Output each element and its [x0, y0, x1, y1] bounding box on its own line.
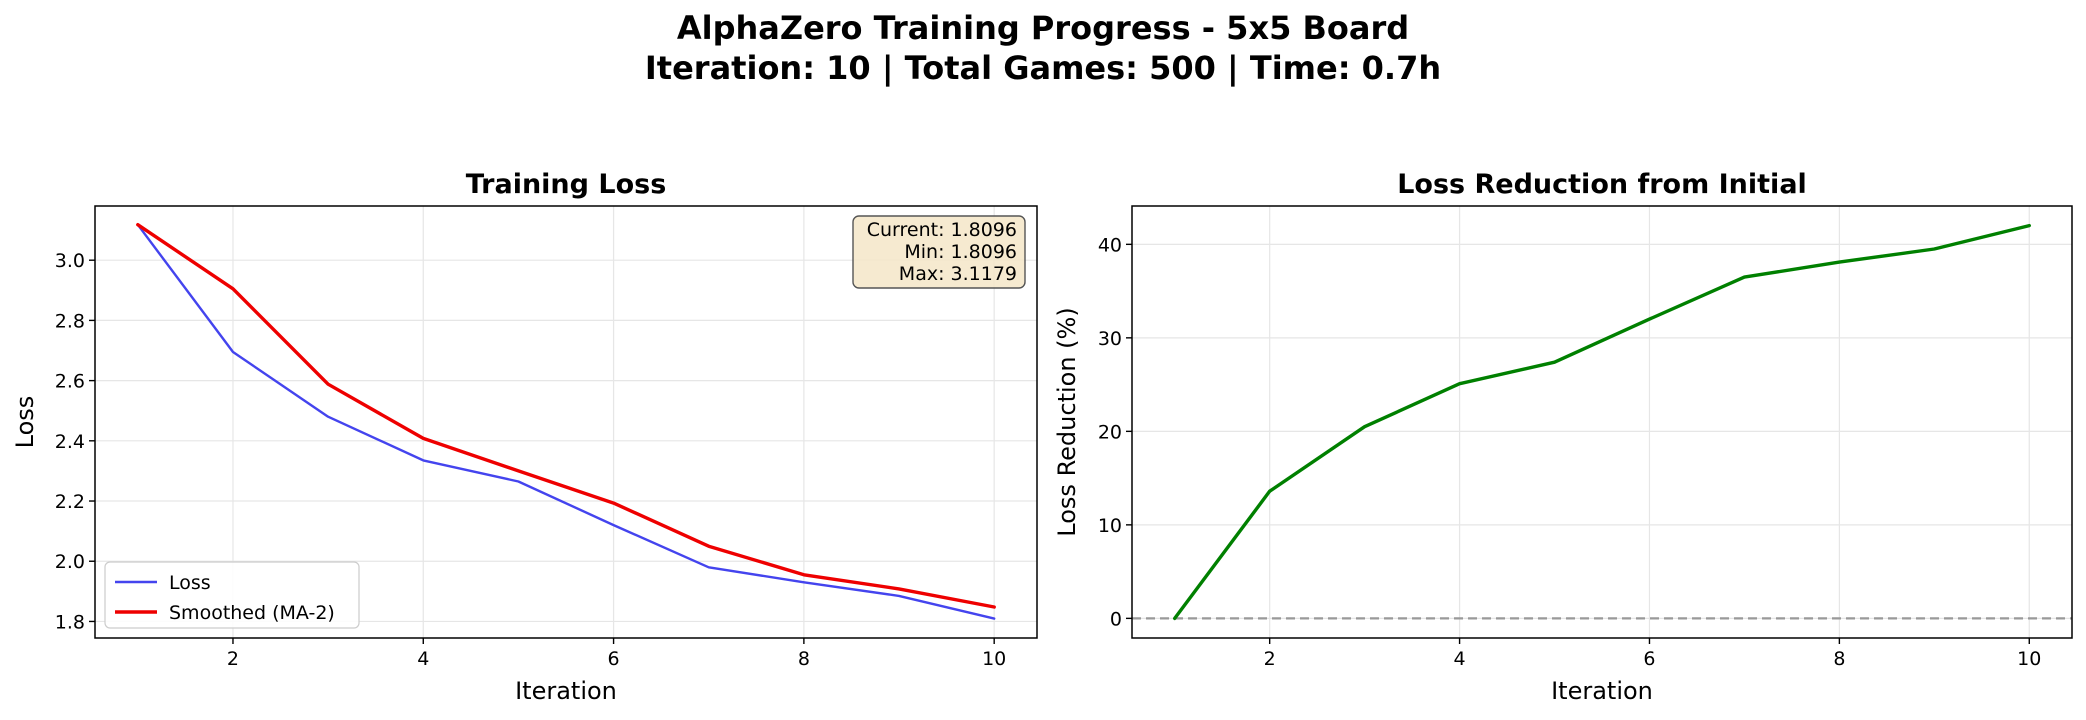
- y-tick-label: 2.6: [55, 371, 85, 393]
- x-tick-label: 8: [798, 648, 810, 670]
- x-axis-label: Iteration: [515, 677, 617, 705]
- x-tick-label: 4: [417, 648, 429, 670]
- y-tick-label: 2.0: [55, 551, 85, 573]
- y-tick-label: 0: [1110, 608, 1122, 630]
- y-axis-label: Loss Reduction (%): [1053, 307, 1081, 536]
- y-tick-label: 3.0: [55, 250, 85, 272]
- legend-label-0: Loss: [169, 572, 211, 594]
- x-tick-label: 2: [227, 648, 239, 670]
- y-tick-label: 1.8: [55, 611, 85, 633]
- x-tick-label: 4: [1454, 648, 1466, 670]
- stats-current: Current: 1.8096: [867, 219, 1017, 241]
- y-tick-label: 2.8: [55, 310, 85, 332]
- x-tick-label: 8: [1833, 648, 1845, 670]
- y-tick-label: 10: [1098, 515, 1122, 537]
- series-line-0: [1172, 223, 2032, 621]
- y-tick-label: 2.4: [55, 431, 85, 453]
- series-line-0: [136, 223, 996, 620]
- x-tick-label: 10: [982, 648, 1006, 670]
- figure-title-line1: AlphaZero Training Progress - 5x5 Board: [677, 9, 1409, 47]
- x-tick-label: 2: [1264, 648, 1276, 670]
- legend-box: [104, 561, 360, 629]
- y-axis-label: Loss: [11, 396, 39, 449]
- axes-frame: [94, 205, 1038, 639]
- y-tick-label: 20: [1098, 421, 1122, 443]
- axes-frame: [1131, 205, 2073, 639]
- figure-title-line2: Iteration: 10 | Total Games: 500 | Time:…: [645, 49, 1441, 88]
- training-loss-axes: 2 4 6 8 10 1.8 2.0 2.2 2.4 2.6 2.8 3.0 Training Loss…: [11, 169, 1038, 705]
- x-axis-label: Iteration: [1551, 677, 1653, 705]
- y-tick-label: 2.2: [55, 491, 85, 513]
- y-tick-label: 30: [1098, 328, 1122, 350]
- x-tick-label: 6: [1643, 648, 1655, 670]
- stats-min: Min: 1.8096: [904, 241, 1017, 263]
- stats-max: Max: 3.1179: [899, 263, 1017, 285]
- y-tick-label: 40: [1098, 234, 1122, 256]
- loss-reduction-axes: 2 4 6 8 10 0 10 20 30 40 Loss Reduction from Initi…: [1053, 169, 2073, 705]
- axes-title: Loss Reduction from Initial: [1397, 169, 1807, 200]
- legend-label-1: Smoothed (MA-2): [169, 602, 335, 624]
- axes-title: Training Loss: [466, 169, 667, 200]
- x-tick-label: 10: [2017, 648, 2041, 670]
- stats-box: [852, 215, 1026, 289]
- series-line-1: [136, 222, 996, 609]
- x-tick-label: 6: [608, 648, 620, 670]
